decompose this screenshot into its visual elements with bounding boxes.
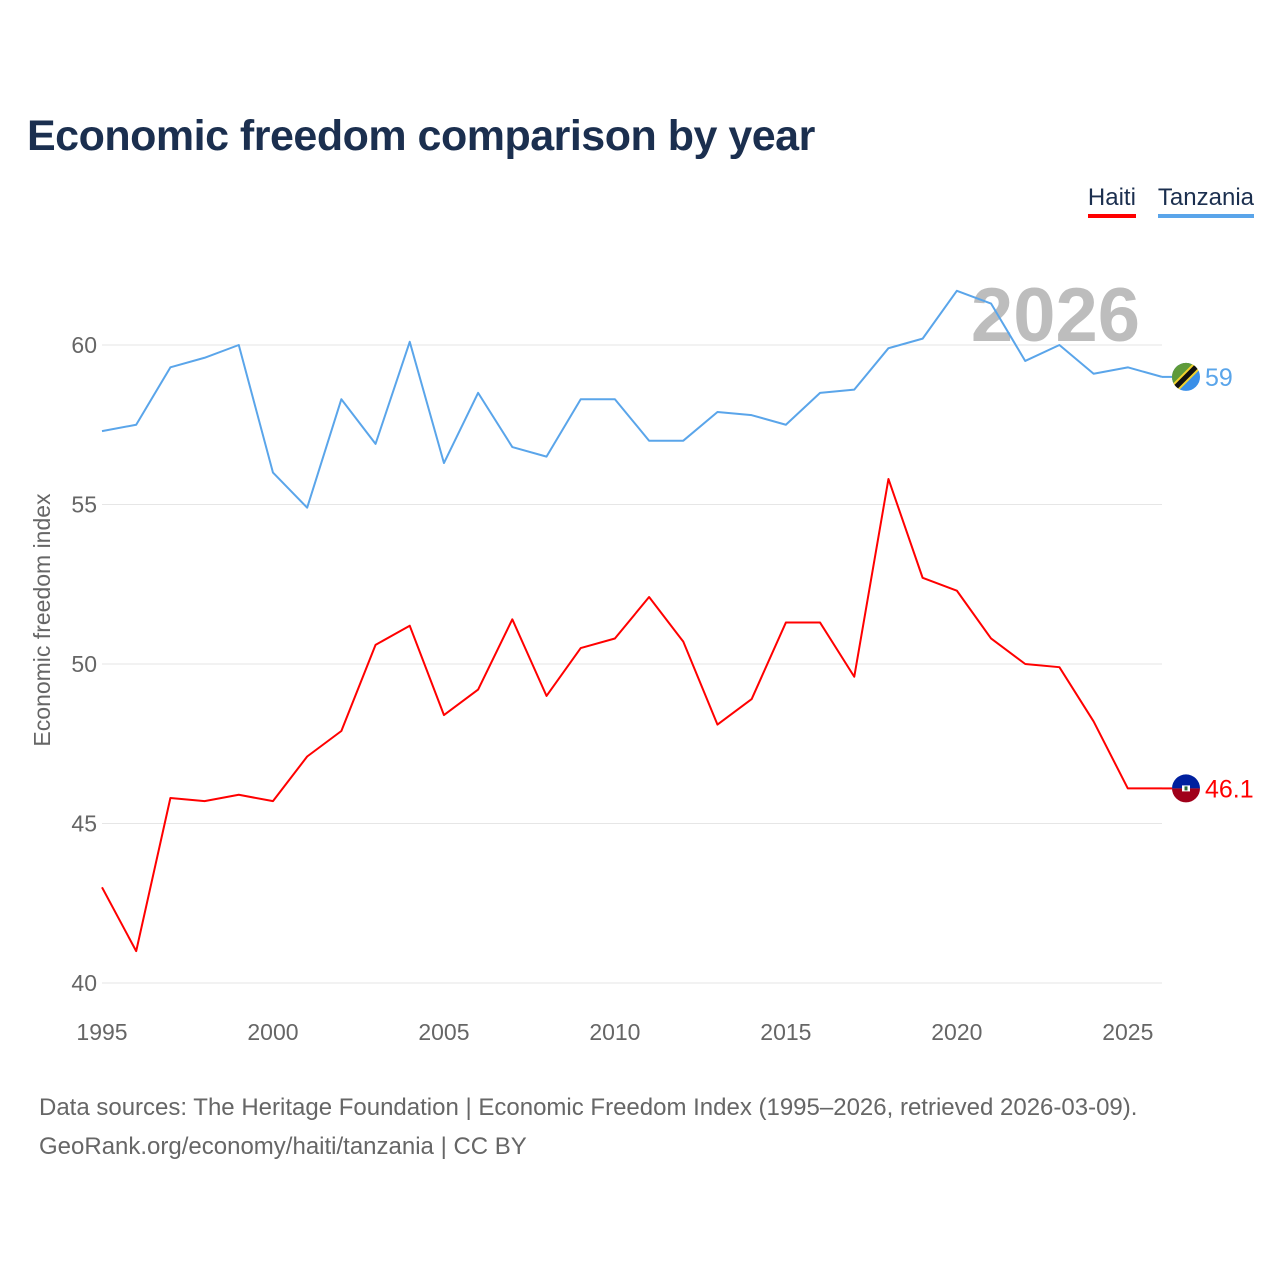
x-tick-label: 2000 (247, 1019, 298, 1045)
series-line-haiti (101, 477, 1162, 953)
x-tick-label: 2005 (418, 1019, 469, 1045)
x-tick-label: 2015 (760, 1019, 811, 1045)
x-tick-label: 2025 (1102, 1019, 1153, 1045)
x-tick-label: 2020 (931, 1019, 982, 1045)
y-tick-label: 60 (71, 332, 97, 358)
y-tick-label: 40 (71, 970, 97, 996)
source-line-2[interactable]: GeoRank.org/economy/haiti/tanzania | CC … (39, 1133, 527, 1160)
haiti-flag-icon (1172, 774, 1200, 803)
source-note: Data sources: The Heritage Foundation | … (39, 1088, 1137, 1166)
chart-title: Economic freedom comparison by year (27, 112, 815, 160)
legend: Haiti Tanzania (1087, 184, 1254, 218)
y-tick-label: 50 (71, 651, 97, 677)
y-tick-label: 55 (71, 492, 97, 518)
year-watermark: 2026 (971, 273, 1140, 358)
end-value-label: 46.1 (1205, 775, 1254, 803)
end-value-label: 59 (1205, 364, 1233, 392)
legend-tanzania[interactable]: Tanzania (1157, 184, 1254, 218)
legend-haiti[interactable]: Haiti (1087, 184, 1136, 218)
y-tick-label: 45 (71, 811, 97, 837)
x-tick-label: 2010 (589, 1019, 640, 1045)
source-line-1: Data sources: The Heritage Foundation | … (39, 1094, 1138, 1121)
series-line-tanzania (101, 289, 1163, 509)
y-axis-label: Economic freedom index (29, 493, 55, 747)
x-tick-label: 1995 (76, 1019, 127, 1045)
tanzania-flag-icon (1172, 362, 1200, 391)
